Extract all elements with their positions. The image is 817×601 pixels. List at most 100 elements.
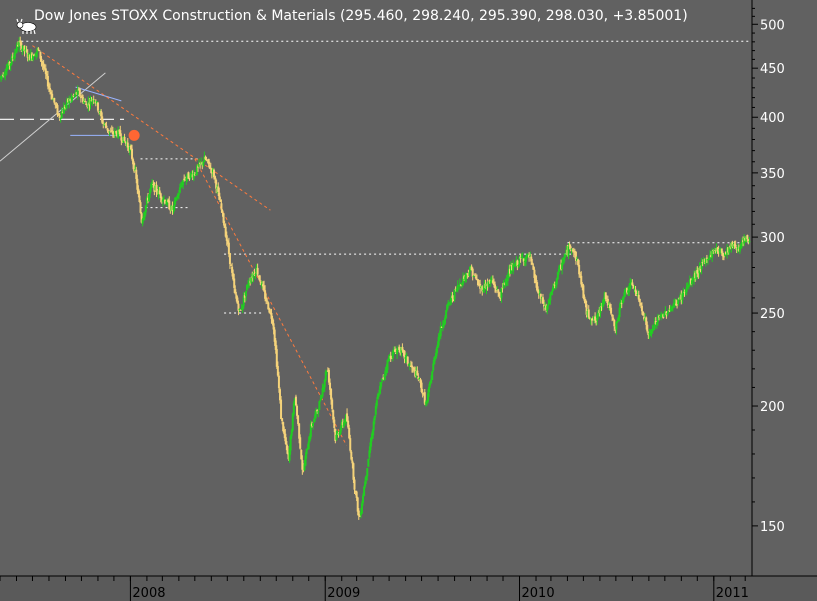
- candle-body: [224, 226, 227, 237]
- candle-body: [299, 437, 302, 449]
- candle-body: [28, 54, 31, 61]
- candle-body: [406, 356, 409, 365]
- candle-body: [236, 297, 239, 304]
- candle-body: [597, 311, 600, 317]
- candle-body: [457, 285, 460, 287]
- candle-body: [664, 311, 667, 313]
- candle-body: [546, 305, 549, 312]
- candle-body: [208, 165, 211, 169]
- candle-body: [635, 292, 638, 295]
- candle-body: [362, 495, 365, 503]
- candle-body: [672, 303, 675, 306]
- candle-body: [129, 145, 132, 150]
- candle-body: [650, 330, 653, 333]
- candle-body: [472, 275, 475, 277]
- candle-body: [721, 252, 724, 257]
- candle-body: [36, 49, 39, 53]
- candle-body: [347, 420, 350, 428]
- candle-body: [673, 302, 676, 305]
- candle-body: [274, 340, 277, 350]
- candle-body: [42, 64, 45, 69]
- candle-body: [682, 291, 685, 294]
- candle-body: [697, 272, 700, 274]
- candle-body: [419, 379, 422, 384]
- candle-body: [313, 419, 316, 423]
- candle-body: [660, 315, 663, 317]
- candle-body: [440, 326, 443, 328]
- candle-body: [25, 50, 28, 52]
- candle-body: [166, 200, 169, 205]
- candle-body: [434, 356, 437, 358]
- candle-body: [258, 275, 261, 281]
- candle-body: [311, 423, 314, 426]
- candle-body: [464, 276, 467, 281]
- candle-body: [465, 272, 468, 278]
- candle-body: [243, 295, 246, 298]
- candle-body: [484, 283, 487, 289]
- candle-body: [531, 262, 534, 265]
- candle-body: [140, 213, 143, 223]
- candle-body: [490, 279, 493, 281]
- candle-body: [27, 53, 30, 58]
- candle-body: [61, 112, 64, 114]
- candle-body: [183, 178, 186, 180]
- candle-body: [203, 156, 206, 163]
- candle-body: [161, 199, 164, 202]
- candle-body: [458, 283, 461, 287]
- candle-body: [536, 286, 539, 292]
- candle-body: [65, 104, 68, 108]
- candle-body: [20, 42, 23, 51]
- candle-body: [578, 264, 581, 275]
- candle-body: [264, 290, 267, 299]
- candle-body: [324, 371, 327, 381]
- candle-body: [511, 265, 514, 271]
- candle-body: [510, 266, 513, 274]
- candle-body: [604, 292, 607, 300]
- candle-body: [420, 382, 423, 392]
- candle-body: [678, 298, 681, 300]
- candle-body: [421, 393, 424, 395]
- candle-body: [26, 52, 29, 58]
- candle-body: [8, 61, 11, 66]
- candle-body: [292, 403, 295, 415]
- candle-body: [235, 294, 238, 299]
- candle-body: [506, 276, 509, 281]
- candle-body: [209, 167, 212, 169]
- candle-body: [614, 327, 617, 329]
- candle-body: [303, 464, 306, 471]
- candle-body: [489, 281, 492, 283]
- candle-body: [452, 297, 455, 299]
- candle-body: [78, 88, 81, 96]
- candle-body: [412, 367, 415, 369]
- candle-body: [326, 370, 329, 372]
- candle-body: [210, 168, 213, 174]
- candle-body: [621, 297, 624, 303]
- candle-body: [9, 63, 12, 67]
- candle-body: [569, 246, 572, 249]
- candle-body: [742, 240, 745, 243]
- candle-body: [474, 276, 477, 279]
- candle-body: [178, 187, 181, 193]
- candle-body: [102, 122, 105, 124]
- candle-body: [234, 289, 237, 294]
- candle-body: [659, 316, 662, 318]
- candle-body: [259, 281, 262, 285]
- candle-body: [59, 117, 62, 119]
- candle-body: [338, 432, 341, 435]
- candle-body: [293, 398, 296, 405]
- candle-body: [456, 285, 459, 291]
- candle-body: [91, 99, 94, 101]
- candle-body: [353, 479, 356, 490]
- candle-body: [334, 429, 337, 442]
- candle-body: [491, 280, 494, 283]
- candle-body: [100, 110, 103, 117]
- candle-body: [198, 163, 201, 167]
- candle-body: [71, 96, 74, 99]
- candle-body: [656, 316, 659, 323]
- candle-body: [287, 453, 290, 460]
- candle-body: [195, 166, 198, 175]
- candle-body: [486, 283, 489, 287]
- candlestick-series: [0, 36, 751, 520]
